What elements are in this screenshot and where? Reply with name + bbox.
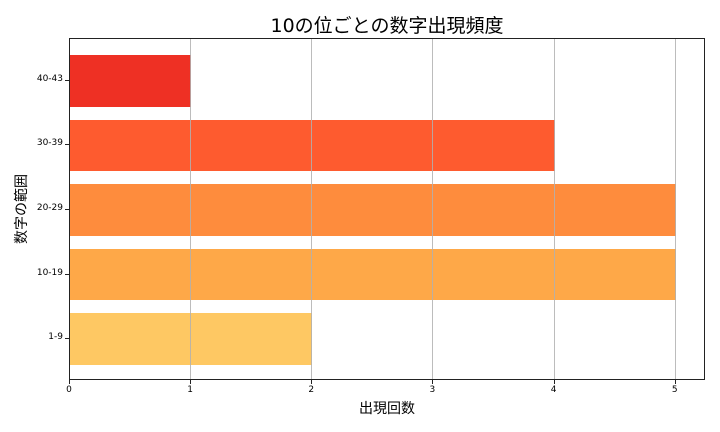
gridline bbox=[674, 39, 676, 379]
bar-10-19 bbox=[70, 248, 676, 301]
bar-1-9 bbox=[70, 313, 313, 365]
y-tick-mark bbox=[65, 273, 69, 275]
y-tick-mark bbox=[65, 144, 69, 146]
plot-area bbox=[69, 38, 705, 380]
x-tick-mark bbox=[190, 380, 192, 384]
gridline bbox=[190, 39, 192, 379]
x-tick-mark bbox=[311, 380, 313, 384]
gridline bbox=[553, 39, 555, 379]
x-tick-label: 4 bbox=[550, 385, 557, 395]
bar-40-43 bbox=[70, 55, 192, 107]
x-tick-label: 0 bbox=[66, 385, 72, 395]
y-tick-label: 10-19 bbox=[36, 267, 63, 278]
y-tick-mark bbox=[65, 209, 69, 210]
y-tick-label: 20-29 bbox=[36, 203, 63, 213]
bar-30-39 bbox=[70, 119, 555, 172]
x-tick-mark bbox=[674, 380, 676, 384]
x-tick-label: 3 bbox=[429, 385, 436, 395]
x-tick-mark bbox=[432, 380, 434, 384]
chart-title: 10の位ごとの数字出現頻度 bbox=[270, 15, 504, 37]
x-tick-mark bbox=[69, 380, 70, 384]
x-tick-mark bbox=[553, 380, 555, 384]
x-tick-label: 2 bbox=[308, 385, 315, 395]
x-axis-label: 出現回数 bbox=[359, 401, 415, 417]
x-tick-label: 1 bbox=[187, 385, 193, 395]
y-tick-label: 40-43 bbox=[36, 73, 63, 84]
gridline bbox=[432, 39, 434, 379]
x-tick-label: 5 bbox=[671, 385, 678, 395]
gridline bbox=[311, 39, 313, 379]
y-tick-mark bbox=[65, 79, 69, 81]
bar-20-29 bbox=[70, 184, 676, 236]
y-tick-mark bbox=[65, 338, 69, 340]
y-tick-label: 30-39 bbox=[36, 138, 63, 149]
y-tick-label: 1-9 bbox=[48, 332, 63, 343]
y-axis-label: 数字の範囲 bbox=[14, 174, 30, 244]
